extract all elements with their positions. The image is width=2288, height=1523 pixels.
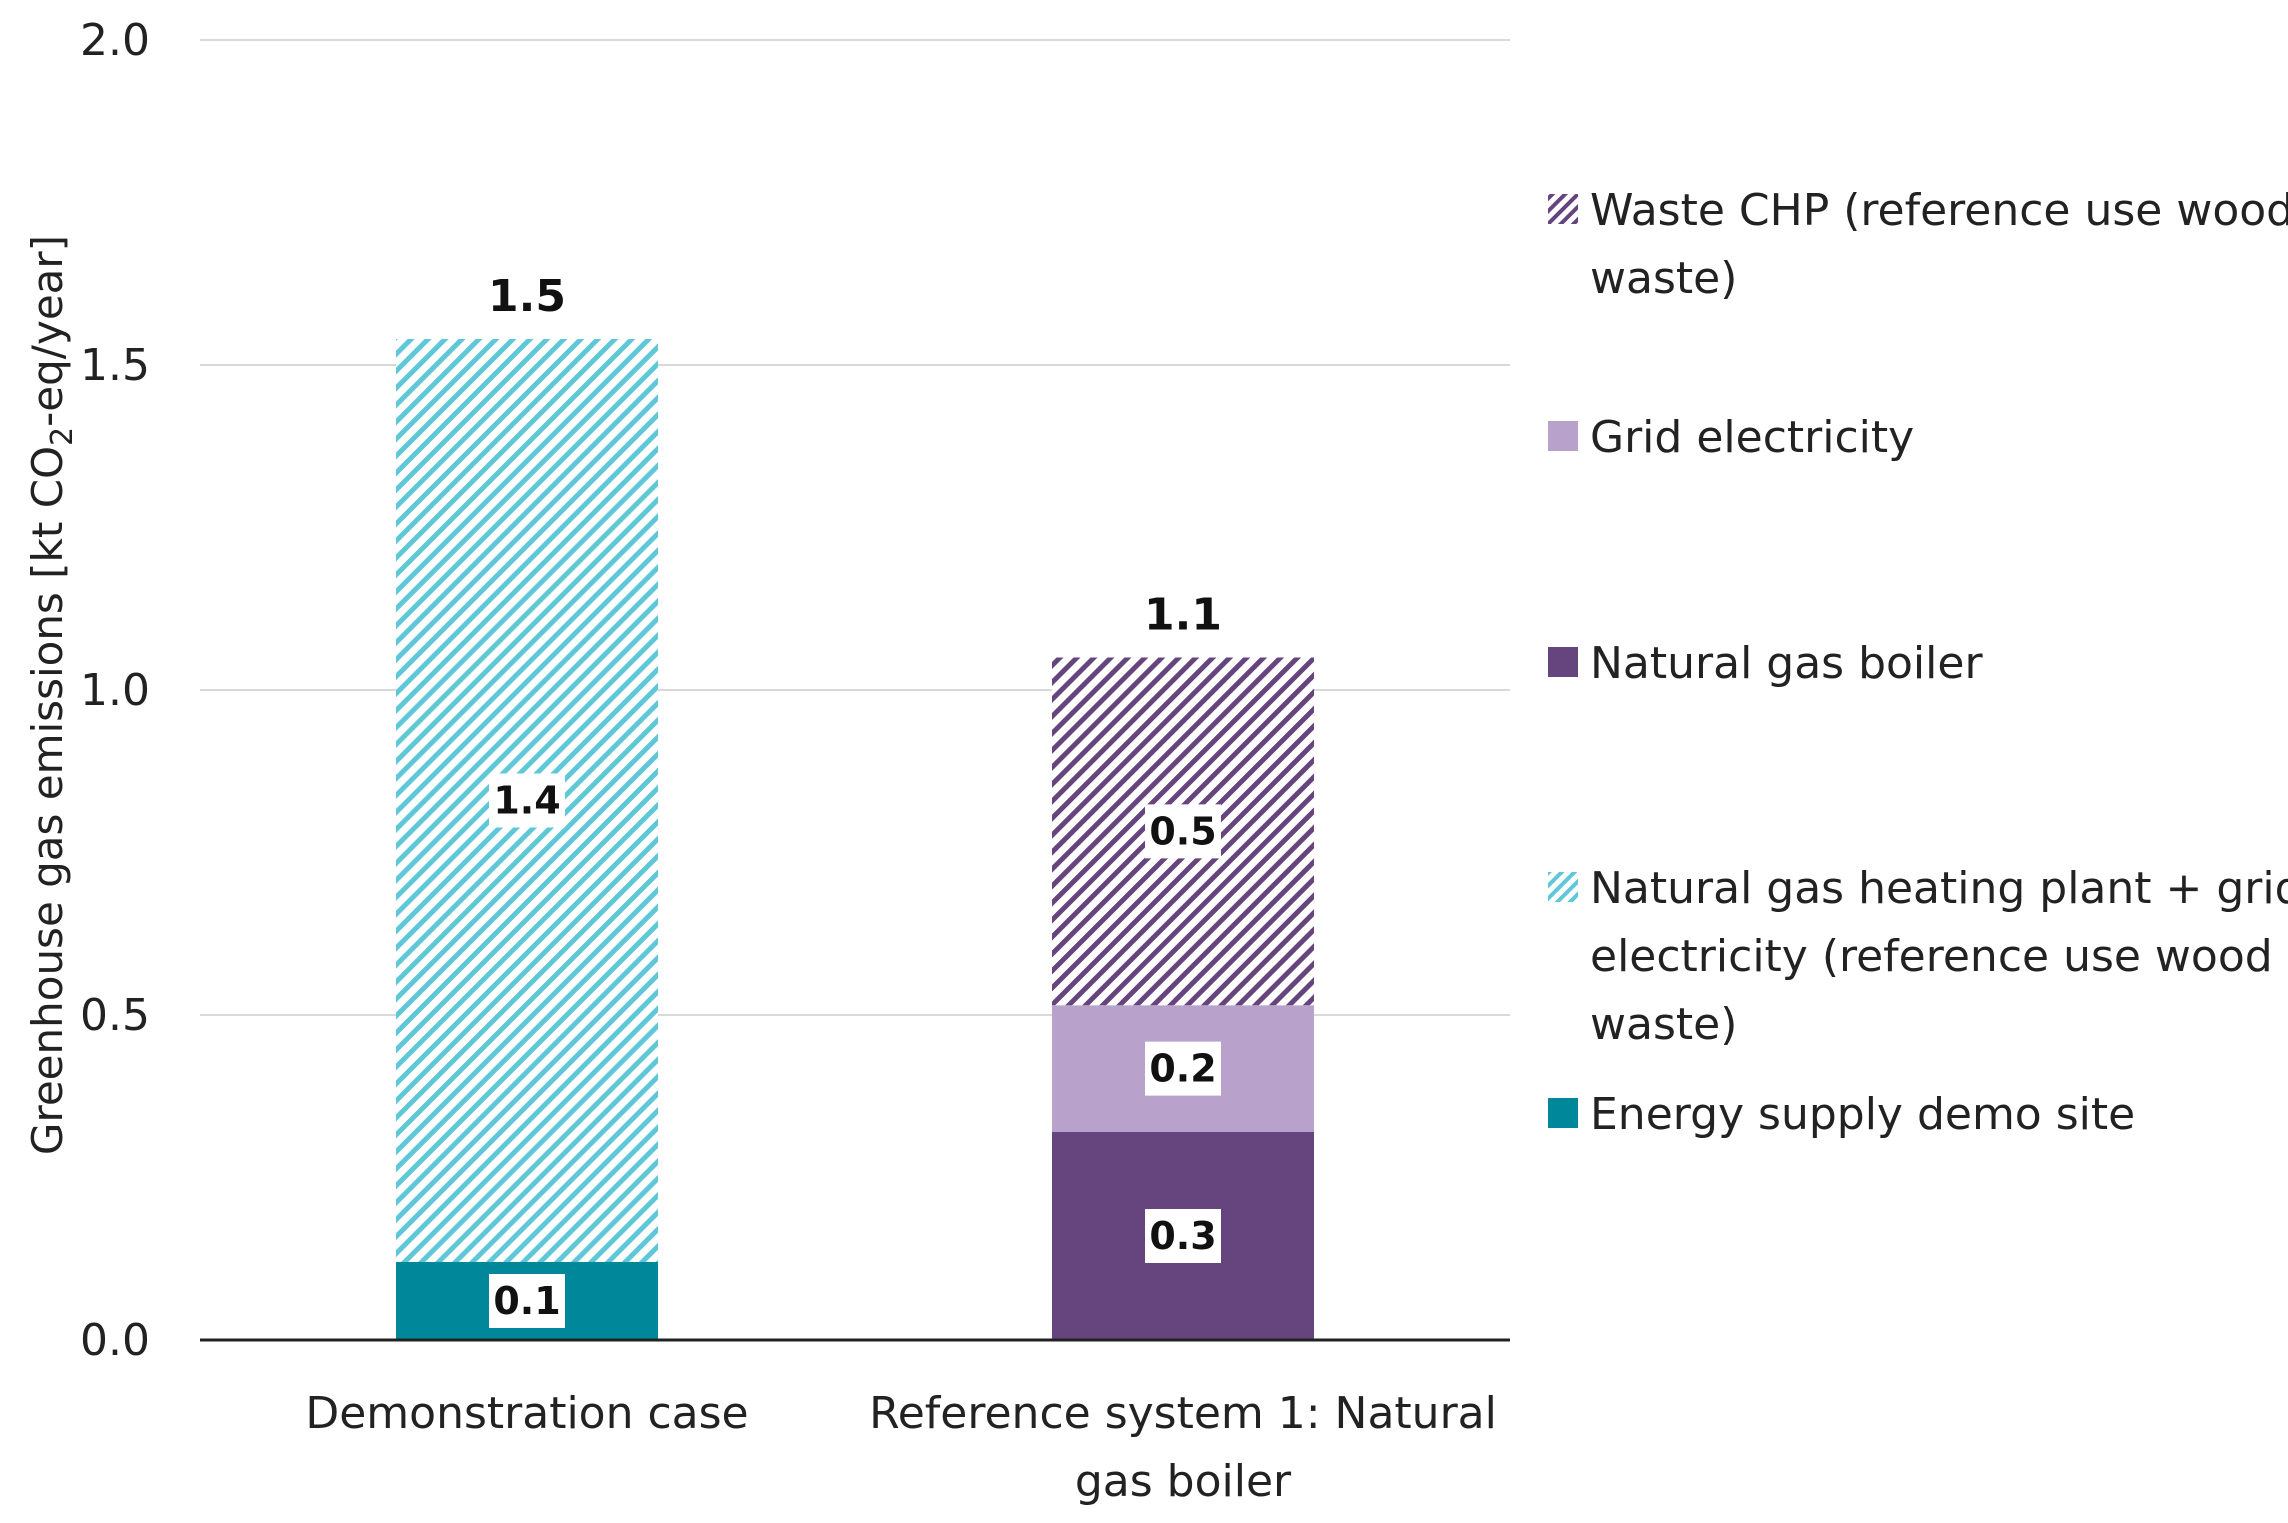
data-label-box: [489, 773, 565, 828]
y-tick-label: 0.5: [80, 990, 150, 1041]
legend-label: electricity (reference use wood: [1590, 931, 2273, 982]
legend-label: Grid electricity: [1590, 412, 1914, 463]
data-label-box: [1145, 1041, 1221, 1096]
y-tick-label: 0.0: [80, 1315, 150, 1366]
category-label: Demonstration case: [305, 1388, 748, 1439]
legend-label: Energy supply demo site: [1590, 1089, 2135, 1140]
legend-swatch: [1548, 421, 1578, 451]
total-label: 1.5: [488, 271, 566, 322]
bars: 0.1 1.4 1.5 0.3 0.2 0.5 1.1: [396, 271, 1314, 1340]
y-tick-label: 2.0: [80, 15, 150, 66]
legend-label: Waste CHP (reference use wood: [1590, 185, 2288, 236]
data-label: 0.2: [1149, 1047, 1216, 1091]
total-label: 1.1: [1144, 590, 1222, 641]
data-label: 0.1: [493, 1279, 560, 1323]
category-label: gas boiler: [1075, 1456, 1292, 1507]
data-label-box: [489, 1274, 565, 1328]
y-axis-title: Greenhouse gas emissions [kt CO2-eq/year…: [23, 235, 80, 1155]
y-tick-label: 1.5: [80, 340, 150, 391]
data-label: 1.4: [493, 779, 560, 823]
legend-label: waste): [1590, 999, 1737, 1050]
data-label: 0.3: [1149, 1214, 1216, 1258]
legend-label: Natural gas boiler: [1590, 638, 1983, 689]
data-label-box: [1145, 804, 1221, 859]
data-label-box: [1145, 1209, 1221, 1263]
data-label: 0.5: [1149, 809, 1216, 853]
legend-swatch: [1548, 647, 1578, 677]
category-label: Reference system 1: Natural: [869, 1388, 1497, 1439]
legend-swatch: [1548, 194, 1578, 224]
legend-swatch: [1548, 1098, 1578, 1128]
legend-label: waste): [1590, 253, 1737, 304]
legend: Waste CHP (reference use wood waste) Grid …: [1548, 185, 2288, 1140]
y-tick-label: 1.0: [80, 665, 150, 716]
legend-swatch: [1548, 872, 1578, 902]
axes: 0.0 0.5 1.0 1.5 2.0 Demonstration case Referen…: [23, 15, 1510, 1507]
legend-label: Natural gas heating plant + grid: [1590, 863, 2288, 914]
